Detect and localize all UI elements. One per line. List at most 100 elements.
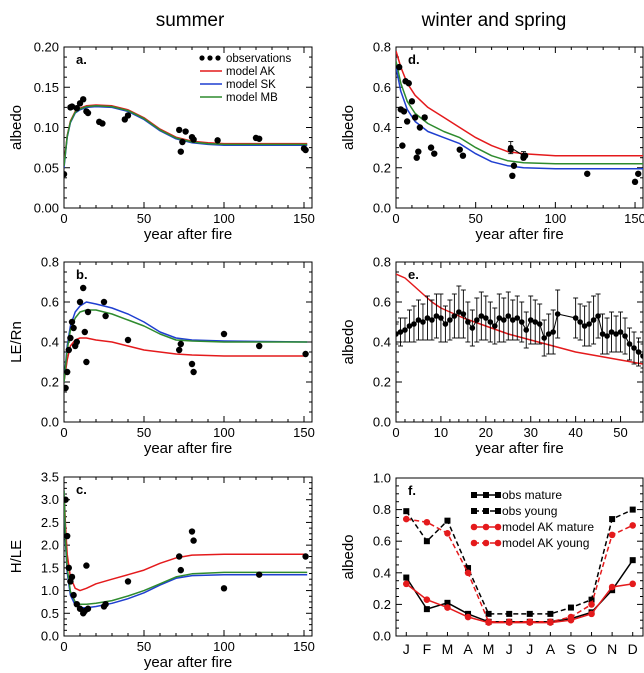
x-category-label: A (463, 641, 473, 657)
x-tick-label: 50 (137, 211, 151, 226)
data-point-observations (188, 360, 196, 368)
data-point-observations (496, 315, 503, 321)
x-tick-label: 100 (213, 211, 235, 226)
data-point-observations (532, 319, 539, 325)
data-point-observations (510, 162, 518, 169)
data-point-observations (64, 170, 68, 178)
data-point-observations (176, 553, 183, 560)
data-point-observations (595, 313, 601, 319)
legend-label: model AK (226, 66, 276, 78)
data-point-observations (64, 368, 71, 376)
series-line-obs-young (405, 508, 634, 615)
data-point-model-ak-young (608, 531, 616, 539)
data-point-observations (83, 562, 90, 569)
data-point-observations (182, 128, 189, 135)
x-axis-label: year after fire (475, 440, 563, 457)
x-tick-label: 50 (468, 211, 482, 226)
legend-marker (483, 492, 489, 498)
y-tick-label: 0.4 (373, 120, 391, 135)
data-point-observations (73, 601, 81, 608)
y-axis-label: H/LE (8, 540, 25, 573)
data-point-observations (527, 317, 534, 323)
panel-label: e. (408, 267, 419, 282)
data-point-observations (64, 532, 71, 540)
data-point-observations (176, 126, 183, 134)
data-point-observations (302, 350, 309, 358)
series-line-model-ak-mature (405, 583, 633, 624)
x-tick-label: 150 (293, 639, 315, 654)
legend-label: observations (226, 53, 291, 65)
data-point-observations (124, 336, 132, 344)
x-tick-label: 50 (137, 425, 151, 440)
x-category-label: J (506, 641, 513, 657)
legend-label: obs mature (502, 488, 562, 502)
data-point-observations (545, 331, 552, 337)
y-tick-label: 0.4 (373, 335, 391, 350)
x-tick-label: 50 (613, 425, 627, 440)
data-point-observations (76, 605, 84, 612)
y-tick-label: 0.2 (41, 375, 59, 390)
data-point-observations (99, 120, 106, 127)
data-point-model-ak-mature (402, 580, 410, 588)
data-point-observations (554, 311, 561, 317)
data-point-observations (411, 321, 417, 327)
x-axis-label: year after fire (144, 226, 232, 243)
x-tick-label: 0 (60, 639, 67, 654)
data-point-observations (400, 108, 408, 115)
x-tick-label: 100 (213, 425, 235, 440)
data-point-observations (214, 137, 221, 144)
data-point-observations (190, 136, 197, 143)
data-point-observations (84, 605, 92, 612)
y-tick-label: 0.2 (373, 597, 391, 612)
data-point-obs-young (506, 610, 513, 617)
y-axis-label: albedo (340, 534, 357, 579)
data-point-model-ak-young (464, 569, 472, 577)
data-point-observations (469, 325, 476, 331)
legend-label: model AK mature (502, 520, 594, 534)
data-point-observations (550, 329, 556, 335)
data-point-model-ak-mature (464, 613, 472, 621)
series-line-model-mb (64, 309, 308, 383)
y-tick-label: 0.0 (373, 415, 391, 430)
data-point-observations (190, 368, 197, 376)
data-point-model-ak-young (505, 618, 513, 626)
panel-label: f. (408, 483, 416, 498)
data-point-observations (302, 553, 309, 560)
x-tick-label: 150 (293, 425, 315, 440)
data-point-observations (536, 321, 543, 327)
panel-label: d. (408, 52, 420, 67)
y-tick-label: 0.0 (373, 629, 391, 644)
y-tick-label: 0.2 (373, 375, 391, 390)
data-point-observations (411, 114, 419, 121)
x-category-label: N (607, 641, 617, 657)
data-point-observations (124, 578, 132, 585)
data-point-model-ak-young (588, 601, 595, 608)
data-point-observations (509, 317, 516, 323)
data-point-observations (500, 317, 507, 323)
data-point-observations (617, 329, 624, 335)
data-point-observations (256, 342, 263, 350)
legend-marker (207, 55, 213, 61)
chart-panel-c: 0.0 0.5 1.0 1.5 2.0 2.5 3.0 3.5 0 50 100 150 year af… (8, 470, 315, 672)
data-point-observations (73, 104, 81, 112)
data-point-observations (599, 331, 606, 337)
legend-label: model SK (226, 79, 276, 91)
data-point-observations (465, 319, 471, 325)
data-point-observations (416, 124, 424, 131)
data-point-observations (581, 323, 588, 329)
data-point-observations (604, 333, 610, 339)
data-point-observations (586, 321, 592, 327)
legend-marker (482, 523, 490, 531)
data-point-obs-mature (444, 599, 451, 606)
series-line-model-mb (64, 105, 308, 167)
series-group (396, 50, 643, 186)
chart-panel-b: 0.0 0.2 0.4 0.6 0.8 0 50 100 150 year after fire L… (8, 255, 315, 458)
data-point-observations (100, 298, 108, 306)
y-tick-label: 0.15 (34, 80, 59, 95)
data-point-model-ak-mature (629, 580, 637, 588)
x-category-label: F (423, 641, 432, 657)
y-tick-label: 0.20 (34, 40, 59, 55)
data-point-observations (84, 308, 92, 316)
data-point-observations (460, 311, 467, 317)
x-axis-label: year after fire (144, 440, 232, 457)
